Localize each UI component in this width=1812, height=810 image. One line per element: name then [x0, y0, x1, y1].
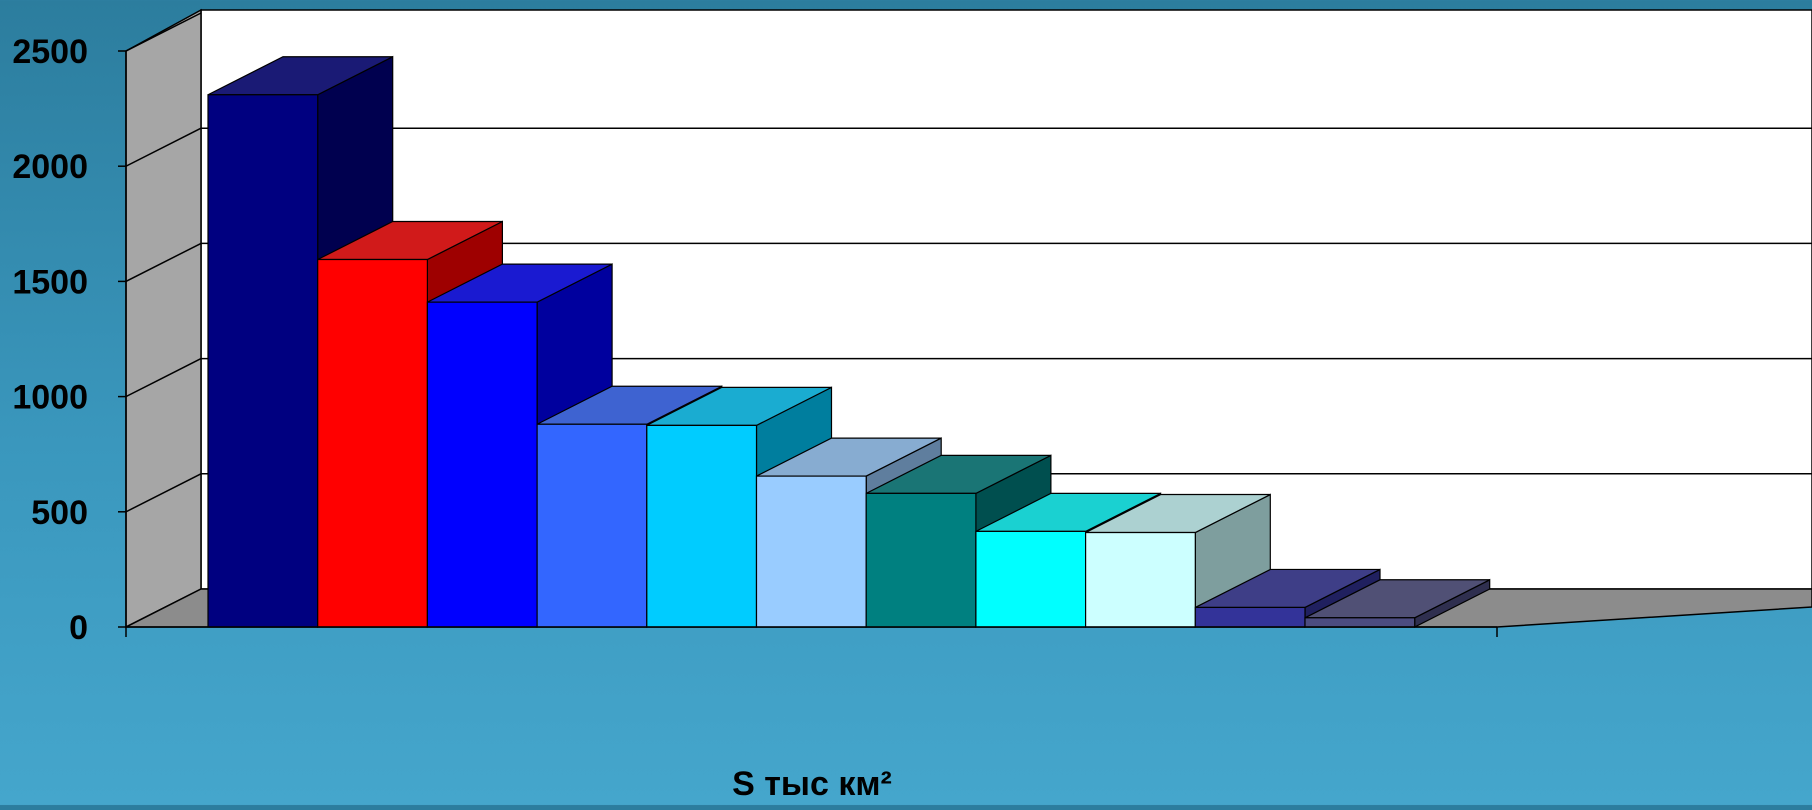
gridline-side — [125, 242, 202, 283]
y-tick-label: 1000 — [12, 379, 88, 417]
bar-front — [975, 530, 1087, 628]
gridline-side — [125, 127, 202, 167]
side-wall — [125, 8, 202, 629]
bar-front — [865, 492, 977, 628]
bar-front — [646, 424, 758, 628]
gridline-side — [125, 357, 202, 398]
y-tick-label: 1500 — [12, 263, 88, 301]
bar-front — [1304, 617, 1416, 628]
bar-front — [1194, 606, 1306, 628]
x-axis-title: S тыс км² — [732, 765, 892, 803]
bar-front — [536, 423, 648, 628]
y-tick-label: 2000 — [12, 148, 88, 186]
y-tick-labels: 0 500 1000 1500 2000 2500 — [12, 33, 88, 647]
bars — [207, 55, 1491, 628]
y-axis — [118, 50, 1498, 637]
bar-front — [317, 258, 429, 628]
gridline-side — [125, 12, 202, 52]
bar-front — [755, 475, 867, 628]
bar-front — [426, 301, 538, 628]
y-tick-label: 0 — [69, 609, 88, 647]
bar-front — [207, 94, 319, 628]
gridline-side — [125, 473, 202, 513]
bar-front — [1084, 531, 1196, 628]
y-tick-label: 500 — [31, 494, 88, 532]
y-tick-label: 2500 — [12, 33, 88, 71]
bar — [1304, 578, 1491, 628]
